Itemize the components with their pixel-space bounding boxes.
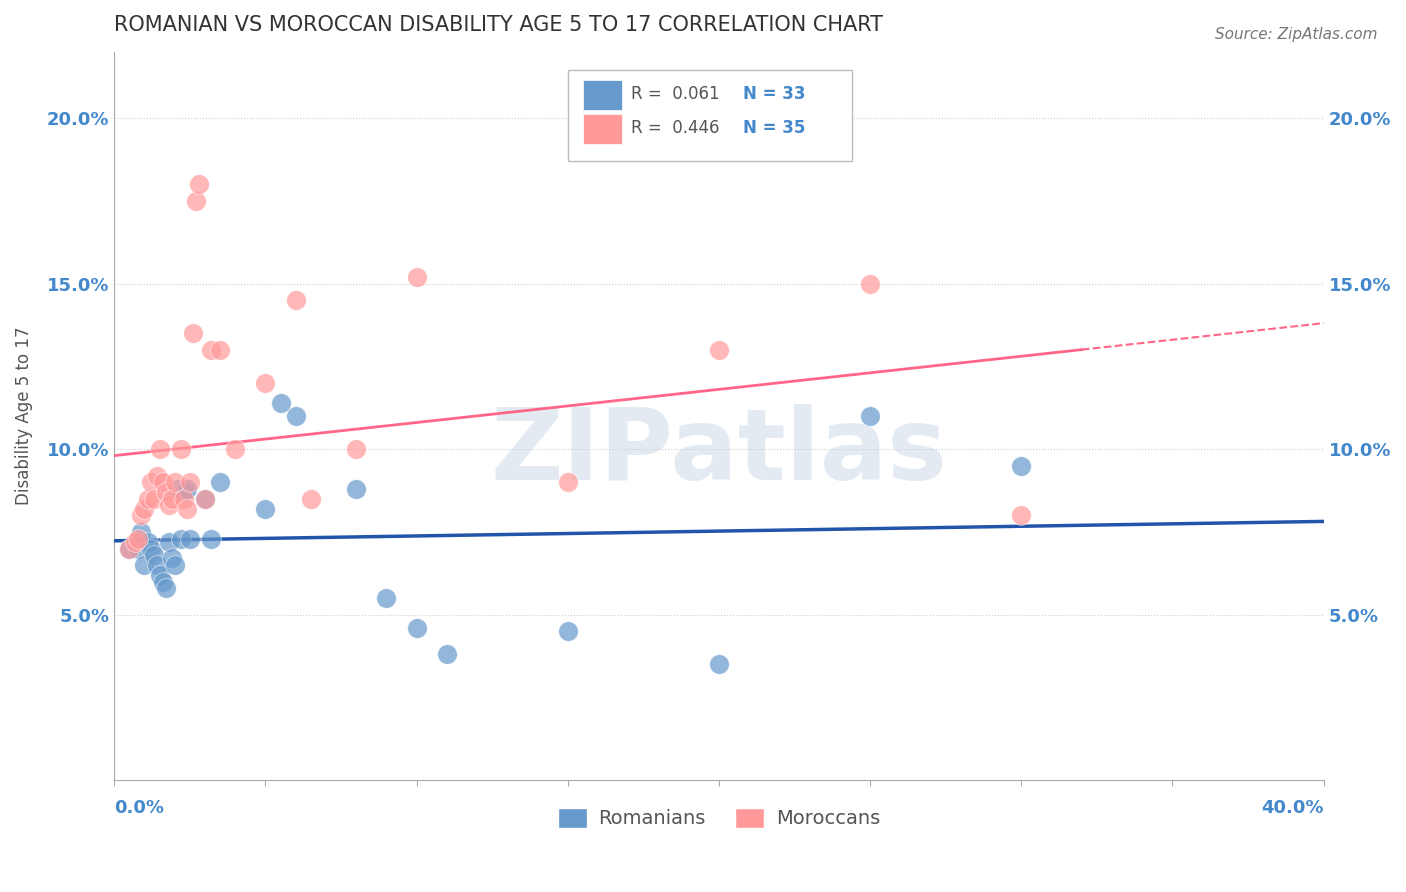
Point xyxy=(155,581,177,595)
Point xyxy=(142,491,165,506)
Point xyxy=(134,501,156,516)
Point xyxy=(299,491,322,506)
Text: 0.0%: 0.0% xyxy=(114,798,165,816)
Point xyxy=(405,270,427,285)
Text: N = 33: N = 33 xyxy=(744,85,806,103)
FancyBboxPatch shape xyxy=(568,70,852,161)
Point xyxy=(163,475,186,490)
Text: Source: ZipAtlas.com: Source: ZipAtlas.com xyxy=(1215,27,1378,42)
Point xyxy=(163,558,186,572)
Text: N = 35: N = 35 xyxy=(744,120,806,137)
Y-axis label: Disability Age 5 to 17: Disability Age 5 to 17 xyxy=(15,326,32,506)
Point xyxy=(131,508,153,523)
Point xyxy=(145,558,167,572)
Point xyxy=(194,491,217,506)
Text: ROMANIAN VS MOROCCAN DISABILITY AGE 5 TO 17 CORRELATION CHART: ROMANIAN VS MOROCCAN DISABILITY AGE 5 TO… xyxy=(114,15,883,35)
Point xyxy=(139,475,162,490)
Point xyxy=(170,532,193,546)
Text: ZIPatlas: ZIPatlas xyxy=(491,404,948,501)
Point xyxy=(179,532,201,546)
Point xyxy=(170,442,193,457)
Legend: Romanians, Moroccans: Romanians, Moroccans xyxy=(550,800,889,836)
Point xyxy=(284,409,307,423)
Point xyxy=(176,501,198,516)
Point xyxy=(859,277,882,291)
Point xyxy=(187,178,209,192)
Point xyxy=(157,499,180,513)
Point xyxy=(284,293,307,308)
Point xyxy=(160,551,183,566)
Point xyxy=(139,541,162,556)
FancyBboxPatch shape xyxy=(583,79,623,110)
Point xyxy=(173,491,195,506)
Point xyxy=(124,535,146,549)
Point xyxy=(254,501,277,516)
Point xyxy=(200,532,222,546)
Point xyxy=(152,475,174,490)
Point xyxy=(270,396,292,410)
Point xyxy=(142,548,165,562)
Point xyxy=(134,558,156,572)
Point xyxy=(859,409,882,423)
Point xyxy=(184,194,207,208)
FancyBboxPatch shape xyxy=(583,114,623,145)
Point xyxy=(254,376,277,390)
Point xyxy=(344,482,367,496)
Point xyxy=(136,491,159,506)
Point xyxy=(1010,508,1032,523)
Text: R =  0.446: R = 0.446 xyxy=(631,120,718,137)
Point xyxy=(152,574,174,589)
Point xyxy=(224,442,246,457)
Point xyxy=(127,541,149,556)
Point xyxy=(375,591,398,606)
Point xyxy=(1010,458,1032,473)
Point xyxy=(127,532,149,546)
Point xyxy=(166,482,188,496)
Point xyxy=(557,624,579,639)
Point xyxy=(707,343,730,357)
Point xyxy=(557,475,579,490)
Point xyxy=(344,442,367,457)
Point xyxy=(405,621,427,635)
Point xyxy=(194,491,217,506)
Point xyxy=(179,475,201,490)
Point xyxy=(209,343,232,357)
Point xyxy=(149,568,172,582)
Point xyxy=(160,491,183,506)
Point xyxy=(707,657,730,672)
Text: R =  0.061: R = 0.061 xyxy=(631,85,720,103)
Point xyxy=(145,468,167,483)
Point xyxy=(131,524,153,539)
Point xyxy=(149,442,172,457)
Point xyxy=(209,475,232,490)
Point xyxy=(155,485,177,500)
Point xyxy=(157,535,180,549)
Point xyxy=(118,541,141,556)
Point xyxy=(176,482,198,496)
Point xyxy=(436,648,458,662)
Point xyxy=(118,541,141,556)
Point xyxy=(173,485,195,500)
Point xyxy=(200,343,222,357)
Point xyxy=(181,326,204,341)
Text: 40.0%: 40.0% xyxy=(1261,798,1323,816)
Point xyxy=(136,535,159,549)
